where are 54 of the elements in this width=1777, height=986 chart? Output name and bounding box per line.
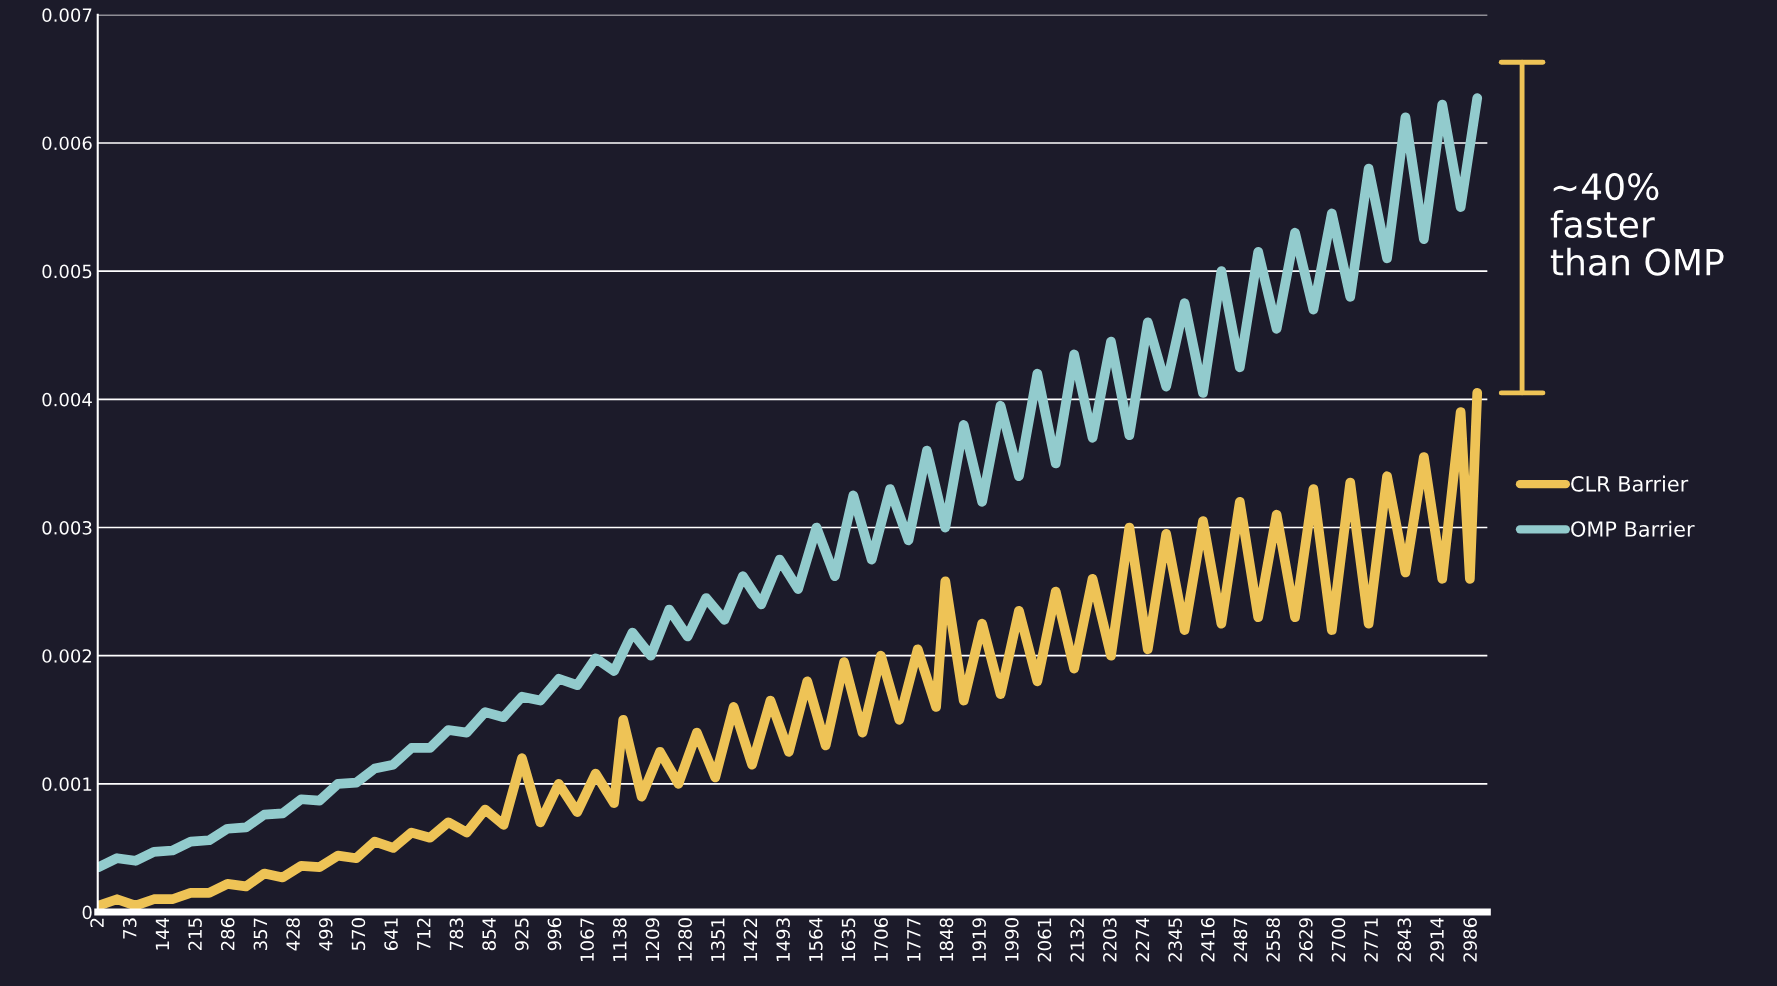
y-tick-label: 0.001: [42, 777, 92, 791]
x-tick-label: 2203: [1103, 918, 1117, 962]
x-tick-label: 499: [318, 918, 333, 951]
x-tick-label: 2416: [1201, 918, 1215, 962]
x-tick-label: 73: [122, 918, 137, 939]
x-tick-label: 1493: [776, 918, 790, 961]
x-tick-label: 1990: [1004, 918, 1019, 961]
x-tick-label: 2986: [1463, 918, 1477, 962]
x-tick-label: 215: [188, 918, 202, 951]
x-tick-label: 2558: [1266, 918, 1280, 962]
x-tick-label: 854: [482, 917, 496, 951]
x-tick-label: 2061: [1037, 918, 1052, 962]
x-tick-label: 428: [286, 918, 300, 951]
y-tick-label: 0: [82, 905, 92, 920]
x-tick-label: 1635: [841, 918, 856, 961]
x-tick-label: 783: [449, 918, 464, 950]
x-tick-label: 1564: [808, 917, 823, 961]
x-tick-label: 570: [351, 918, 366, 950]
x-tick-label: 1422: [743, 918, 758, 961]
x-tick-label: 1919: [972, 918, 986, 961]
y-tick-label: 0.006: [42, 136, 92, 151]
x-tick-label: 1280: [678, 918, 692, 961]
y-tick-label: 0.005: [42, 264, 92, 279]
x-tick-label: 2914: [1430, 917, 1444, 962]
x-tick-label: 1138: [612, 918, 627, 961]
x-tick-label: 2771: [1364, 918, 1378, 962]
x-tick-label: 2487: [1233, 918, 1248, 962]
x-tick-label: 1777: [907, 918, 921, 961]
x-tick-label: 996: [547, 918, 562, 951]
legend-label: CLR Barrier: [1571, 475, 1689, 492]
x-tick-label: 2132: [1070, 918, 1084, 962]
x-tick-label: 2345: [1168, 918, 1182, 962]
x-tick-label: 712: [416, 918, 431, 950]
y-tick-label: 0.007: [42, 8, 92, 22]
x-tick-label: 2700: [1331, 918, 1346, 962]
x-tick-label: 2629: [1299, 918, 1313, 962]
x-tick-label: 641: [384, 918, 398, 951]
x-tick-label: 2274: [1135, 917, 1150, 962]
y-tick-label: 0.004: [42, 392, 92, 407]
x-tick-label: 2: [90, 918, 104, 928]
y-tick-label: 0.002: [42, 649, 92, 663]
x-tick-label: 286: [220, 918, 235, 951]
x-tick-label: 144: [155, 917, 169, 950]
legend-label: OMP Barrier: [1571, 520, 1695, 537]
x-tick-label: 925: [514, 918, 529, 951]
x-tick-label: 1848: [939, 918, 954, 961]
x-tick-label: 1706: [874, 918, 888, 961]
y-tick-label: 0.003: [42, 520, 92, 535]
x-tick-label: 1351: [710, 918, 725, 961]
x-tick-label: 357: [253, 918, 268, 950]
x-tick-label: 1209: [645, 918, 660, 961]
x-tick-label: 2843: [1397, 918, 1412, 962]
text: ~40% faster than OMP: [1550, 173, 1724, 276]
x-tick-label: 1067: [580, 918, 594, 961]
